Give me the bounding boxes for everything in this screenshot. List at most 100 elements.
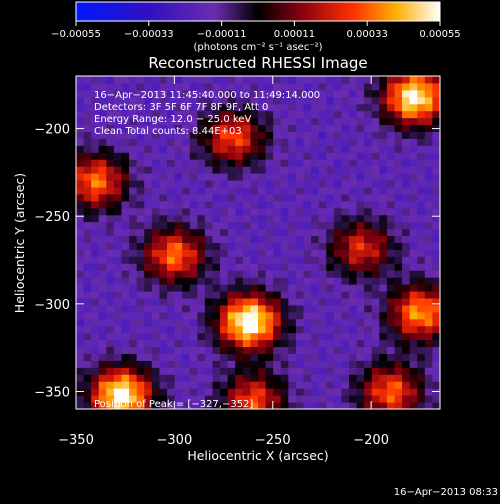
heatmap-cell	[167, 367, 176, 375]
heatmap-cell	[432, 138, 440, 146]
heatmap-cell	[273, 180, 282, 188]
heatmap-cell	[250, 89, 259, 98]
heatmap-cell	[394, 187, 403, 195]
heatmap-cell	[242, 145, 251, 153]
heatmap-cell	[341, 76, 350, 84]
heatmap-cell	[326, 152, 335, 160]
heatmap-cell	[303, 353, 312, 361]
heatmap-cell	[189, 76, 198, 84]
heatmap-cell	[280, 270, 289, 278]
heatmap-cell	[356, 339, 365, 348]
heatmap-cell	[204, 152, 213, 160]
heatmap-cell	[227, 284, 236, 292]
heatmap-cell	[182, 200, 191, 209]
heatmap-cell	[273, 304, 282, 313]
heatmap-cell	[288, 180, 297, 188]
heatmap-cell	[98, 221, 107, 230]
heatmap-cell	[204, 249, 213, 257]
heatmap-cell	[121, 235, 130, 243]
heatmap-cell	[151, 277, 160, 285]
colorbar-tick-label: −0.00033	[124, 29, 174, 40]
heatmap-cell	[303, 221, 312, 230]
heatmap-cell	[265, 339, 274, 348]
heatmap-cell	[220, 353, 229, 361]
heatmap-cell	[151, 339, 160, 348]
heatmap-cell	[113, 339, 122, 348]
heatmap-cell	[424, 166, 433, 174]
heatmap-cell	[288, 173, 297, 181]
heatmap-cell	[76, 277, 85, 285]
heatmap-cell	[258, 96, 267, 105]
heatmap-cell	[273, 346, 282, 354]
heatmap-cell	[356, 96, 365, 105]
heatmap-cell	[265, 180, 274, 188]
heatmap-cell	[409, 360, 418, 368]
heatmap-cell	[280, 110, 289, 119]
heatmap-cell	[242, 298, 251, 306]
heatmap-cell	[303, 82, 312, 91]
heatmap-cell	[311, 207, 320, 216]
heatmap-cell	[106, 131, 115, 139]
heatmap-cell	[106, 402, 115, 409]
heatmap-cell	[364, 242, 373, 250]
heatmap-cell	[91, 263, 100, 271]
heatmap-cell	[212, 339, 221, 348]
heatmap-cell	[424, 235, 433, 243]
heatmap-cell	[311, 298, 320, 306]
heatmap-cell	[341, 325, 350, 334]
heatmap-cell	[386, 388, 395, 396]
heatmap-cell	[394, 193, 403, 202]
heatmap-cell	[235, 110, 244, 119]
heatmap-cell	[106, 110, 115, 119]
heatmap-cell	[129, 353, 138, 361]
heatmap-cell	[182, 82, 191, 91]
heatmap-cell	[394, 221, 403, 230]
heatmap-cell	[356, 263, 365, 271]
heatmap-cell	[295, 325, 304, 334]
heatmap-cell	[409, 402, 418, 409]
heatmap-cell	[98, 110, 107, 119]
heatmap-cell	[333, 395, 342, 403]
heatmap-cell	[432, 270, 440, 278]
heatmap-cell	[197, 339, 206, 348]
heatmap-cell	[386, 311, 395, 320]
heatmap-cell	[227, 304, 236, 313]
heatmap-cell	[189, 339, 198, 348]
heatmap-cell	[113, 110, 122, 119]
heatmap-cell	[159, 103, 168, 112]
colorbar: −0.00055 −0.00033 −0.00011 0.00011 0.00033 0.…	[51, 1, 461, 53]
heatmap-cell	[311, 381, 320, 389]
heatmap-cell	[242, 96, 251, 105]
heatmap-cell	[91, 374, 100, 382]
heatmap-cell	[220, 395, 229, 403]
heatmap-cell	[402, 166, 411, 174]
heatmap-cell	[121, 291, 130, 299]
heatmap-cell	[197, 270, 206, 278]
heatmap-cell	[182, 298, 191, 306]
heatmap-cell	[83, 76, 92, 84]
heatmap-cell	[242, 402, 251, 409]
heatmap-cell	[273, 332, 282, 341]
heatmap-cell	[98, 402, 107, 409]
heatmap-cell	[394, 304, 403, 313]
heatmap-cell	[204, 200, 213, 209]
heatmap-cell	[394, 346, 403, 354]
heatmap-cell	[318, 367, 327, 375]
heatmap-cell	[204, 221, 213, 230]
heatmap-cell	[204, 82, 213, 91]
heatmap-cell	[273, 367, 282, 375]
heatmap-cell	[159, 374, 168, 382]
heatmap-cell	[371, 318, 380, 327]
heatmap-cell	[295, 214, 304, 223]
heatmap-cell	[106, 256, 115, 264]
heatmap-cell	[189, 374, 198, 382]
heatmap-cell	[98, 124, 107, 132]
heatmap-cell	[174, 242, 183, 250]
heatmap-cell	[242, 76, 251, 84]
heatmap-cell	[212, 235, 221, 243]
heatmap-cell	[235, 332, 244, 341]
heatmap-cell	[174, 96, 183, 105]
heatmap-cell	[311, 353, 320, 361]
heatmap-cell	[258, 249, 267, 257]
heatmap-cell	[341, 318, 350, 327]
